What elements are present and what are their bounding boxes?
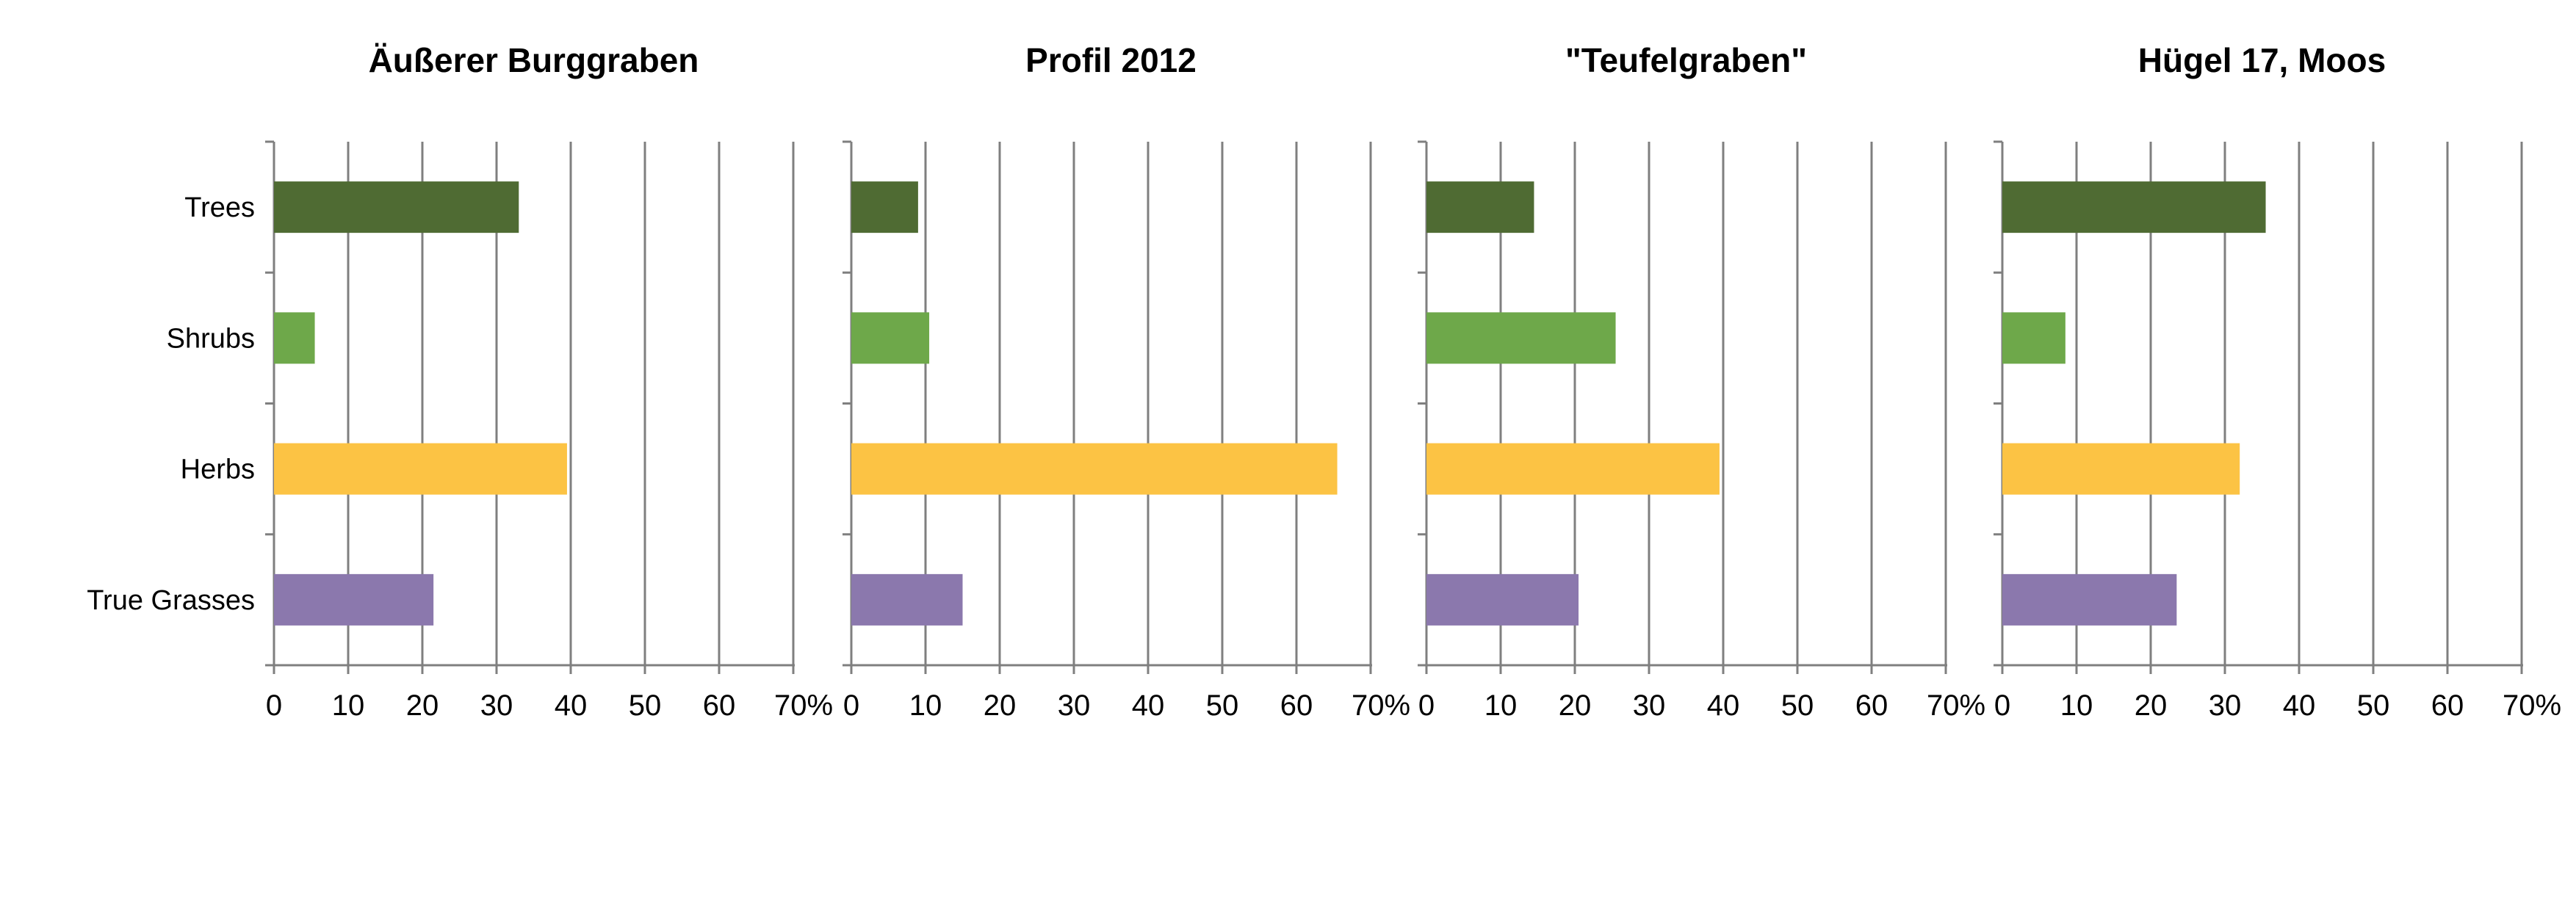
x-tick-label: 30 xyxy=(2209,689,2242,722)
category-label: True Grasses xyxy=(87,585,255,616)
bar-shrubs xyxy=(1426,312,1616,364)
x-tick-label: 30 xyxy=(1058,689,1091,722)
x-tick-label: 0 xyxy=(266,689,282,722)
x-tick-label: 40 xyxy=(555,689,588,722)
x-tick-label: 10 xyxy=(1484,689,1518,722)
bar-trees xyxy=(851,181,918,233)
x-tick-label: 30 xyxy=(480,689,513,722)
bar-herbs xyxy=(1426,443,1720,495)
bar-trees xyxy=(1426,181,1534,233)
bar-true-grasses xyxy=(274,573,434,626)
bar-trees xyxy=(2002,181,2266,233)
x-tick-label: 50 xyxy=(1206,689,1239,722)
x-tick-label: 60 xyxy=(1855,689,1888,722)
x-tick-label: 30 xyxy=(1633,689,1666,722)
bar-trees xyxy=(274,181,519,233)
panel-title: "Teufelgraben" xyxy=(1565,41,1807,79)
x-tick-label: 70% xyxy=(2503,689,2561,722)
bar-herbs xyxy=(274,443,567,495)
bar-herbs xyxy=(851,443,1338,495)
x-tick-label: 70% xyxy=(774,689,833,722)
x-tick-label: 70% xyxy=(1927,689,1985,722)
x-tick-label: 20 xyxy=(2135,689,2168,722)
category-label: Trees xyxy=(184,192,255,223)
panel-title: Hügel 17, Moos xyxy=(2138,41,2386,79)
x-tick-label: 10 xyxy=(332,689,365,722)
panel-title: Äußerer Burggraben xyxy=(369,41,699,79)
x-tick-label: 0 xyxy=(843,689,859,722)
x-tick-label: 20 xyxy=(1559,689,1592,722)
bar-true-grasses xyxy=(851,573,963,626)
x-tick-label: 70% xyxy=(1352,689,1410,722)
x-tick-label: 40 xyxy=(1707,689,1740,722)
category-label: Shrubs xyxy=(167,323,255,354)
x-tick-label: 20 xyxy=(406,689,439,722)
x-tick-label: 60 xyxy=(2431,689,2464,722)
panel-title: Profil 2012 xyxy=(1025,41,1197,79)
category-label: Herbs xyxy=(181,454,255,485)
bar-shrubs xyxy=(274,312,315,364)
x-tick-label: 10 xyxy=(2060,689,2093,722)
bar-true-grasses xyxy=(2002,573,2177,626)
x-tick-label: 20 xyxy=(984,689,1017,722)
x-tick-label: 0 xyxy=(1994,689,2010,722)
x-tick-label: 10 xyxy=(909,689,942,722)
bar-shrubs xyxy=(2002,312,2066,364)
x-tick-label: 50 xyxy=(2357,689,2390,722)
bar-shrubs xyxy=(851,312,930,364)
x-tick-label: 50 xyxy=(1781,689,1814,722)
x-tick-label: 40 xyxy=(1132,689,1165,722)
bar-true-grasses xyxy=(1426,573,1579,626)
x-tick-label: 40 xyxy=(2283,689,2316,722)
bar-herbs xyxy=(2002,443,2240,495)
x-tick-label: 60 xyxy=(703,689,736,722)
x-tick-label: 0 xyxy=(1418,689,1435,722)
x-tick-label: 50 xyxy=(629,689,662,722)
x-tick-label: 60 xyxy=(1280,689,1313,722)
